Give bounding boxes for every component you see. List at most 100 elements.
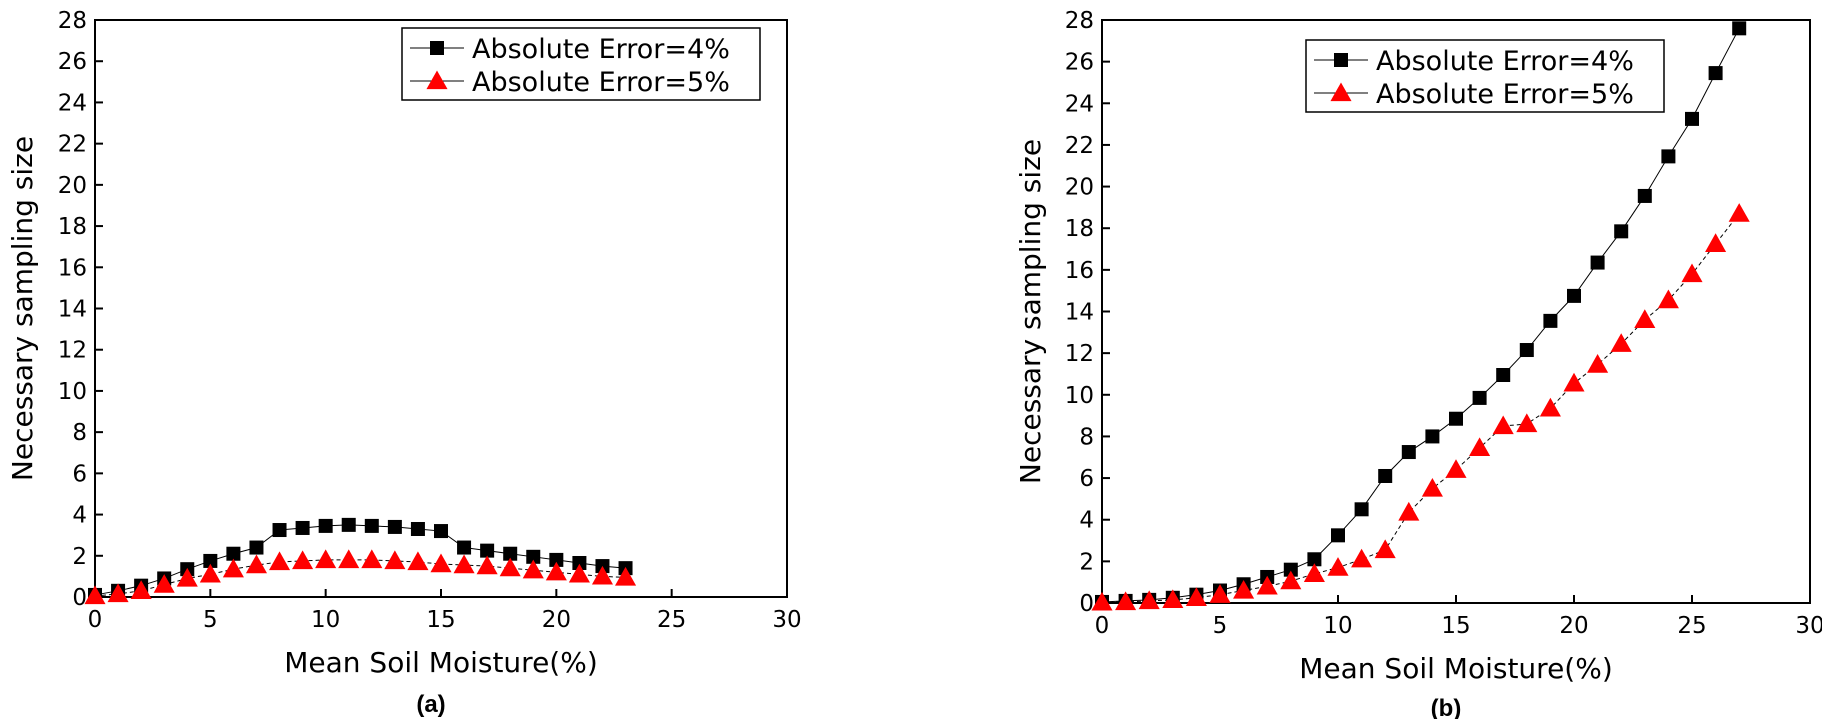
- data-point-square: [364, 518, 379, 533]
- data-point-square: [1732, 21, 1747, 36]
- data-point-triangle: [245, 554, 268, 574]
- data-point-triangle: [1327, 557, 1349, 576]
- data-point-triangle: [361, 549, 383, 569]
- x-tick-label: 15: [426, 607, 455, 633]
- data-point-triangle: [568, 563, 590, 583]
- data-point-square: [1543, 313, 1558, 328]
- chart-panel-a: 0 5 10 15 20 25 300246810121416182022242628Mea…: [6, 8, 802, 718]
- data-point-triangle: [1681, 263, 1703, 283]
- data-point-square: [1425, 429, 1440, 444]
- data-point-square: [480, 543, 495, 558]
- data-point-triangle: [1351, 548, 1373, 568]
- data-point-square: [1472, 390, 1487, 405]
- y-axis-title: Necessary sampling size: [6, 136, 39, 481]
- data-point-triangle: [338, 549, 360, 569]
- x-tick-label: 5: [1213, 613, 1228, 639]
- data-point-triangle: [1185, 587, 1207, 606]
- data-point-triangle: [1563, 372, 1585, 392]
- data-point-square: [1637, 188, 1652, 203]
- y-tick-label: 6: [72, 461, 87, 487]
- data-point-triangle: [1398, 501, 1420, 521]
- series-line-1: [1101, 28, 1740, 603]
- data-point-square: [272, 523, 287, 538]
- data-point-square: [572, 555, 587, 570]
- x-axis-title: Mean Soil Moisture(%): [284, 646, 598, 679]
- data-point-square: [457, 540, 472, 555]
- data-point-square: [1354, 502, 1369, 517]
- data-point-square: [1685, 111, 1699, 126]
- data-point-triangle: [499, 557, 521, 577]
- y-tick-label: 22: [1065, 133, 1094, 159]
- y-tick-label: 4: [1079, 508, 1094, 534]
- x-tick-label: 10: [311, 607, 340, 633]
- y-tick-label: 2: [72, 544, 87, 570]
- y-tick-label: 8: [1079, 424, 1094, 450]
- panel-label: (b): [1431, 695, 1462, 719]
- legend-marker-square: [430, 41, 444, 55]
- y-tick-label: 24: [1065, 91, 1094, 117]
- x-tick-label: 10: [1323, 613, 1352, 639]
- legend-label: Absolute Error=4%: [1376, 46, 1634, 77]
- chart-panel-b: 0 5 10 15 20 25 300246810121416182022242628Mea…: [1014, 8, 1822, 719]
- data-point-square: [1590, 255, 1605, 270]
- data-point-triangle: [176, 567, 198, 587]
- data-point-square: [203, 553, 218, 568]
- data-point-triangle: [1539, 397, 1561, 417]
- legend-label: Absolute Error=5%: [472, 67, 730, 98]
- y-tick-label: 0: [72, 585, 87, 611]
- data-point-square: [1307, 552, 1322, 567]
- y-tick-label: 18: [1065, 216, 1094, 242]
- data-point-triangle: [1280, 570, 1302, 590]
- data-point-square: [387, 519, 402, 534]
- data-point-square: [526, 549, 541, 564]
- panel-label: (a): [416, 691, 445, 718]
- x-tick-label: 20: [1559, 613, 1588, 639]
- data-point-square: [503, 546, 518, 561]
- plot-frame: [94, 19, 788, 598]
- y-tick-label: 20: [1065, 175, 1094, 201]
- data-point-triangle: [591, 565, 614, 585]
- data-point-triangle: [453, 554, 475, 574]
- y-tick-label: 14: [1065, 300, 1094, 326]
- y-tick-label: 28: [58, 8, 87, 34]
- y-tick-label: 24: [58, 90, 87, 116]
- data-point-triangle: [1705, 233, 1727, 252]
- data-point-square: [249, 540, 264, 555]
- data-point-triangle: [107, 583, 129, 603]
- y-tick-label: 2: [1079, 549, 1094, 575]
- data-point-triangle: [268, 551, 291, 571]
- y-tick-label: 10: [58, 379, 87, 405]
- data-point-triangle: [1469, 437, 1491, 457]
- y-tick-label: 26: [1065, 50, 1094, 76]
- data-point-square: [1331, 528, 1345, 543]
- y-tick-label: 28: [1065, 8, 1094, 34]
- y-tick-label: 22: [58, 132, 87, 158]
- y-tick-label: 12: [58, 338, 87, 364]
- data-point-triangle: [1492, 415, 1514, 435]
- y-tick-label: 14: [58, 297, 87, 323]
- x-tick-label: 0: [1095, 613, 1110, 639]
- series-line-2: [1101, 213, 1740, 603]
- data-point-triangle: [1634, 309, 1656, 328]
- data-point-triangle: [1138, 590, 1160, 610]
- data-point-square: [1283, 562, 1298, 577]
- y-tick-label: 10: [1065, 383, 1094, 409]
- x-axis-title: Mean Soil Moisture(%): [1299, 652, 1613, 685]
- legend-marker-triangle: [426, 70, 448, 90]
- data-point-triangle: [1162, 589, 1184, 609]
- data-point-triangle: [1516, 413, 1538, 433]
- data-point-triangle: [614, 566, 637, 586]
- data-point-square: [1614, 224, 1629, 239]
- x-tick-label: 20: [542, 607, 571, 633]
- data-point-square: [1378, 468, 1393, 483]
- x-tick-label: 30: [1795, 613, 1822, 639]
- data-point-square: [226, 546, 241, 561]
- data-point-square: [1401, 445, 1416, 460]
- data-point-triangle: [407, 551, 429, 571]
- y-tick-label: 0: [1079, 591, 1094, 617]
- legend-marker-triangle: [1330, 82, 1352, 102]
- data-point-square: [1496, 368, 1511, 383]
- legend-box: [401, 27, 761, 101]
- data-point-triangle: [84, 585, 106, 605]
